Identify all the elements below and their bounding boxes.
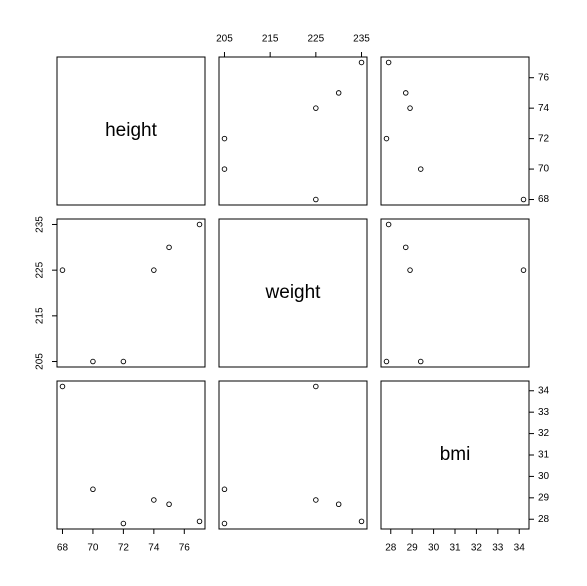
variable-label: weight [265,282,322,303]
tick-label: 235 [35,216,46,233]
point [120,520,127,527]
point [385,59,392,66]
point [313,497,319,503]
point [520,267,527,273]
point [403,90,409,96]
tick-label: 30 [538,471,550,482]
point [407,267,413,273]
tick-label: 225 [307,34,324,45]
tick-label: 205 [216,34,233,45]
tick-label: 29 [407,543,419,554]
point [403,244,409,251]
tick-label: 33 [538,407,550,418]
point [313,196,319,203]
tick-label: 68 [538,194,550,205]
tick-label: 205 [35,353,46,370]
tick-label: 31 [449,543,461,554]
tick-label: 34 [514,543,526,554]
point [221,486,228,493]
panel-frame [380,218,530,368]
tick-label: 70 [538,164,550,175]
panel-frame [56,380,206,530]
point [120,358,127,365]
tick-label: 68 [57,543,69,554]
tick-label: 32 [471,543,483,554]
point [417,166,424,172]
point [196,221,203,228]
point [358,518,365,525]
panel-frame [56,56,206,206]
variable-label: height [105,120,157,141]
tick-label: 34 [538,385,550,396]
panel-frame [218,380,368,530]
point [166,501,172,507]
tick-label: 31 [538,450,550,461]
tick-label: 33 [492,543,504,554]
tick-label: 235 [353,34,370,45]
tick-label: 29 [538,492,550,503]
point [151,497,157,503]
panel-frame [218,56,368,206]
panel-frame [380,56,530,206]
point [151,267,157,273]
point [166,244,172,251]
point [407,105,413,111]
panel-frame [218,218,368,368]
point [383,358,390,365]
tick-label: 70 [87,543,99,554]
tick-label: 30 [428,543,440,554]
panel-frame [56,218,206,368]
tick-label: 76 [538,72,550,83]
point [385,221,392,228]
point [520,196,527,203]
variable-label: bmi [440,444,471,465]
point [59,267,66,273]
tick-label: 32 [538,428,550,439]
tick-label: 215 [262,34,279,45]
tick-label: 74 [538,103,550,114]
point [358,59,365,66]
tick-label: 225 [35,261,46,278]
point [335,90,342,96]
point [59,383,66,390]
point [221,135,228,142]
tick-label: 72 [538,133,550,144]
tick-label: 72 [118,543,130,554]
point [335,501,342,507]
point [383,135,390,142]
point [221,520,228,527]
tick-label: 28 [385,543,397,554]
tick-label: 74 [148,543,160,554]
point [90,486,96,493]
point [221,166,228,172]
point [313,383,319,390]
tick-label: 28 [538,514,550,525]
point [417,358,424,365]
tick-label: 76 [179,543,191,554]
point [196,518,203,525]
point [90,358,96,365]
point [313,105,319,111]
tick-label: 215 [35,307,46,324]
